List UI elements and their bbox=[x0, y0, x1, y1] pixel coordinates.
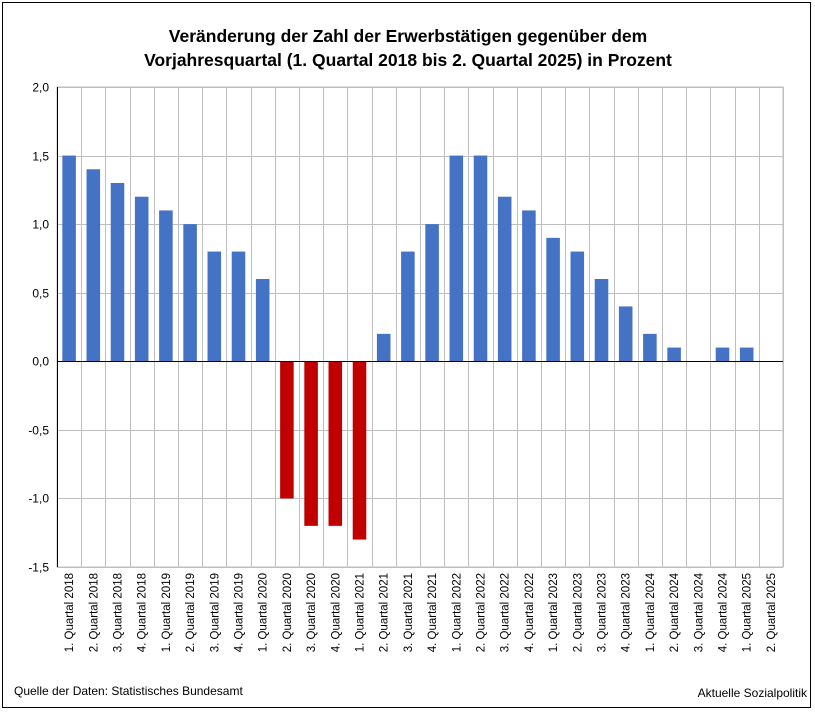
bar bbox=[522, 210, 536, 362]
x-tick-labels: 1. Quartal 2018 2. Quartal 2018 3. Quartal… bbox=[64, 572, 778, 652]
x-tick-label: 3. Quartal 2023 bbox=[597, 573, 609, 652]
x-tick-label: 2. Quartal 2021 bbox=[379, 573, 391, 652]
bar bbox=[352, 361, 367, 540]
x-tick-label: 4. Quartal 2018 bbox=[137, 573, 149, 652]
bars bbox=[62, 155, 754, 540]
y-tick-label: -0,5 bbox=[28, 424, 49, 438]
x-tick-label: 1. Quartal 2021 bbox=[355, 573, 367, 652]
y-tick-label: 1,0 bbox=[32, 218, 49, 232]
chart-title-line-2: Vorjahresquartal (1. Quartal 2018 bis 2.… bbox=[144, 50, 672, 70]
bar bbox=[304, 361, 318, 526]
x-tick-label: 3. Quartal 2020 bbox=[306, 573, 318, 652]
bar bbox=[280, 361, 294, 499]
x-tick-label: 1. Quartal 2025 bbox=[742, 573, 754, 652]
bar bbox=[643, 333, 657, 362]
bar bbox=[134, 196, 149, 362]
x-tick-label: 3. Quartal 2018 bbox=[113, 573, 125, 652]
y-tick-label: 0,0 bbox=[32, 355, 49, 369]
x-tick-label: 3. Quartal 2021 bbox=[403, 573, 415, 652]
x-tick-label: 4. Quartal 2023 bbox=[621, 573, 633, 652]
x-tick-label: 3. Quartal 2019 bbox=[209, 573, 221, 652]
bar bbox=[183, 224, 197, 362]
bar bbox=[110, 183, 125, 362]
y-tick-label: 2,0 bbox=[32, 81, 49, 95]
x-tick-label: 1. Quartal 2024 bbox=[645, 572, 657, 652]
bar bbox=[449, 155, 464, 362]
bar bbox=[255, 279, 270, 362]
bar bbox=[376, 333, 391, 362]
x-tick-label: 4. Quartal 2020 bbox=[330, 573, 342, 652]
x-tick-label: 2. Quartal 2023 bbox=[572, 573, 584, 652]
axes bbox=[57, 87, 783, 567]
x-tick-label: 4. Quartal 2021 bbox=[427, 573, 439, 652]
bar bbox=[739, 347, 754, 362]
x-tick-label: 2. Quartal 2024 bbox=[669, 572, 681, 652]
y-tick-label: 0,5 bbox=[32, 287, 49, 301]
chart-title-line-1: Veränderung der Zahl der Erwerbstätigen … bbox=[169, 26, 647, 46]
y-tick-label: -1,5 bbox=[28, 561, 49, 575]
x-tick-label: 2. Quartal 2018 bbox=[88, 573, 100, 652]
x-tick-label: 4. Quartal 2019 bbox=[234, 573, 246, 652]
y-tick-labels: 2,0 1,5 1,0 0,5 0,0 -0,5 -1,0 -1,5 bbox=[28, 81, 49, 575]
x-tick-label: 4. Quartal 2022 bbox=[524, 573, 536, 652]
bar bbox=[594, 279, 609, 362]
bar bbox=[546, 237, 560, 362]
y-tick-label: 1,5 bbox=[32, 150, 49, 164]
x-tick-label: 1. Quartal 2023 bbox=[548, 573, 560, 652]
bar bbox=[86, 169, 101, 362]
x-tick-label: 4. Quartal 2024 bbox=[718, 572, 730, 652]
x-tick-label: 1. Quartal 2022 bbox=[451, 573, 463, 652]
bar bbox=[570, 251, 585, 362]
x-tick-label: 2. Quartal 2022 bbox=[476, 573, 488, 652]
y-tick-label: -1,0 bbox=[28, 492, 49, 506]
x-tick-label: 3. Quartal 2022 bbox=[500, 573, 512, 652]
bar bbox=[667, 347, 681, 362]
bar bbox=[231, 251, 246, 362]
publisher-note: Aktuelle Sozialpolitik bbox=[697, 686, 807, 700]
bar bbox=[62, 155, 76, 362]
bar bbox=[497, 196, 512, 362]
x-tick-label: 2. Quartal 2019 bbox=[185, 573, 197, 652]
x-tick-label: 2. Quartal 2020 bbox=[282, 573, 294, 652]
bar bbox=[473, 155, 488, 362]
bar bbox=[715, 347, 730, 362]
bar bbox=[159, 210, 173, 362]
x-tick-label: 1. Quartal 2018 bbox=[64, 573, 76, 652]
bar bbox=[618, 306, 633, 362]
bar bbox=[425, 224, 439, 362]
x-tick-label: 1. Quartal 2019 bbox=[161, 573, 173, 652]
x-tick-label: 3. Quartal 2024 bbox=[693, 572, 705, 652]
bar bbox=[401, 251, 415, 362]
bar bbox=[328, 361, 343, 526]
source-note: Quelle der Daten: Statistisches Bundesam… bbox=[14, 684, 243, 698]
x-tick-label: 2. Quartal 2025 bbox=[766, 573, 778, 652]
bar bbox=[207, 251, 222, 362]
x-tick-label: 1. Quartal 2020 bbox=[258, 573, 270, 652]
